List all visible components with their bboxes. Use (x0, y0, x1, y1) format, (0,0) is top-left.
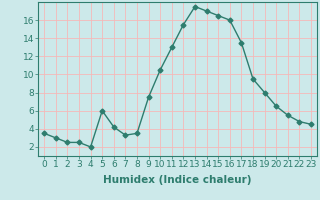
X-axis label: Humidex (Indice chaleur): Humidex (Indice chaleur) (103, 175, 252, 185)
